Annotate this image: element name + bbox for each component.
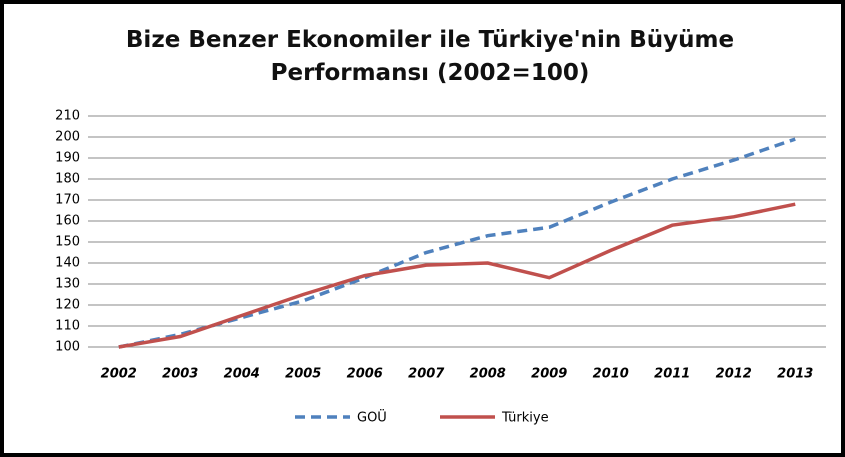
x-tick-label: 2008 xyxy=(470,367,506,382)
x-tick-label: 2009 xyxy=(531,367,567,382)
x-tick-label: 2013 xyxy=(777,367,813,382)
y-tick-label: 100 xyxy=(55,340,80,355)
chart-title: Bize Benzer Ekonomiler ile Türkiye'nin B… xyxy=(125,27,735,86)
line-series xyxy=(118,137,796,349)
y-tick-label: 200 xyxy=(55,130,80,145)
x-tick-label: 2002 xyxy=(101,367,137,382)
line-series xyxy=(118,202,796,349)
y-tick-label: 120 xyxy=(55,298,80,313)
y-tick-label: 210 xyxy=(55,109,80,124)
y-tick-label: 140 xyxy=(55,256,80,271)
x-tick-label: 2010 xyxy=(593,367,629,382)
y-tick-label: 170 xyxy=(55,193,80,208)
y-tick-label: 110 xyxy=(55,319,80,334)
y-tick-label: 190 xyxy=(55,151,80,166)
x-tick-label: 2006 xyxy=(347,367,383,382)
y-tick-label: 160 xyxy=(55,214,80,229)
x-tick-label: 2005 xyxy=(285,367,321,382)
y-tick-label: 130 xyxy=(55,277,80,292)
y-tick-label: 180 xyxy=(55,172,80,187)
x-tick-label: 2007 xyxy=(408,367,445,382)
legend-label: Türkiye xyxy=(501,411,549,426)
legend-label: GOÜ xyxy=(357,409,387,426)
x-tick-label: 2012 xyxy=(716,367,752,382)
x-tick-label: 2004 xyxy=(224,367,260,382)
x-tick-label: 2003 xyxy=(162,367,198,382)
y-tick-label: 150 xyxy=(55,235,80,250)
x-tick-label: 2011 xyxy=(654,367,690,382)
